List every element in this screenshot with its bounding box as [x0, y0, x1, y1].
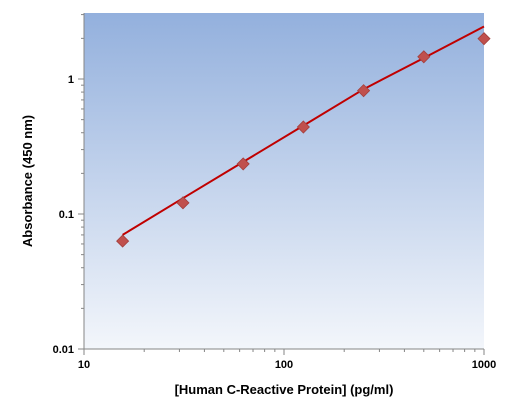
- x-tick-label: 1000: [472, 359, 496, 371]
- axes: 0.01 0.1 1 10 100 1000: [53, 13, 496, 371]
- y-tick-label: 1: [68, 74, 74, 86]
- data-point: [176, 196, 190, 210]
- data-point: [116, 234, 130, 248]
- y-tick-label: 0.01: [53, 344, 74, 356]
- y-axis-title: Absorbance (450 nm): [20, 115, 35, 247]
- y-tick-label: 0.1: [59, 209, 74, 221]
- data-point: [296, 120, 310, 134]
- x-tick-label: 100: [275, 359, 293, 371]
- data-point: [357, 84, 371, 98]
- data-point: [236, 157, 250, 171]
- marks: [116, 25, 491, 248]
- data-point: [417, 50, 431, 64]
- data-point: [477, 32, 491, 46]
- x-tick-label: 10: [78, 359, 90, 371]
- x-axis-title: [Human C-Reactive Protein] (pg/ml): [175, 382, 394, 397]
- plot-area: [84, 13, 484, 349]
